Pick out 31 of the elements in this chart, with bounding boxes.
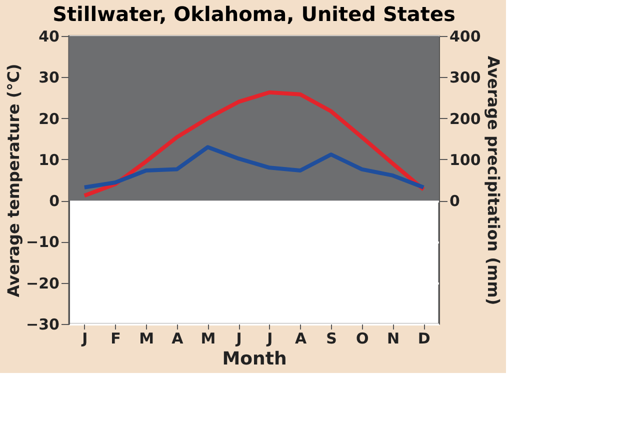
x-axis-title: Month: [222, 348, 287, 370]
chart-title: Stillwater, Oklahoma, United States: [52, 2, 456, 26]
x-tick-label: A: [172, 330, 184, 348]
y-tick-label: 30: [38, 68, 60, 87]
y-tick-label: 20: [38, 110, 60, 128]
y2-tick-label: 0: [450, 192, 460, 210]
y2-tick-label: 100: [450, 150, 481, 169]
y-tick-label: −10: [26, 233, 60, 252]
y-tick-label: 0: [49, 192, 60, 210]
line-series: [82, 145, 426, 190]
x-tick-label: N: [386, 330, 400, 348]
x-tick-label: O: [356, 330, 369, 348]
x-tick-label: S: [326, 330, 337, 348]
x-tick-label: M: [139, 330, 154, 348]
x-tick-label: D: [418, 330, 430, 348]
y-tick-label: 10: [38, 150, 60, 169]
y2-tick-label: 400: [450, 28, 481, 46]
x-tick-label: J: [235, 330, 242, 348]
x-tick-label: M: [200, 330, 216, 348]
x-tick-label: J: [81, 330, 88, 348]
y2-axis-title: Average precipitation (mm): [484, 56, 503, 306]
x-tick-label: F: [110, 330, 121, 348]
x-tick-label: A: [294, 330, 307, 348]
y2-tick-label: 200: [450, 110, 481, 128]
y-axis-title: Average temperature (°C): [4, 64, 24, 298]
y2-tick-label: 300: [450, 68, 481, 87]
line-series: [82, 90, 426, 198]
y-tick-label: −20: [26, 274, 60, 292]
y-tick-label: −30: [26, 316, 60, 334]
x-tick-label: J: [266, 330, 273, 348]
y-tick-label: 40: [38, 28, 60, 46]
